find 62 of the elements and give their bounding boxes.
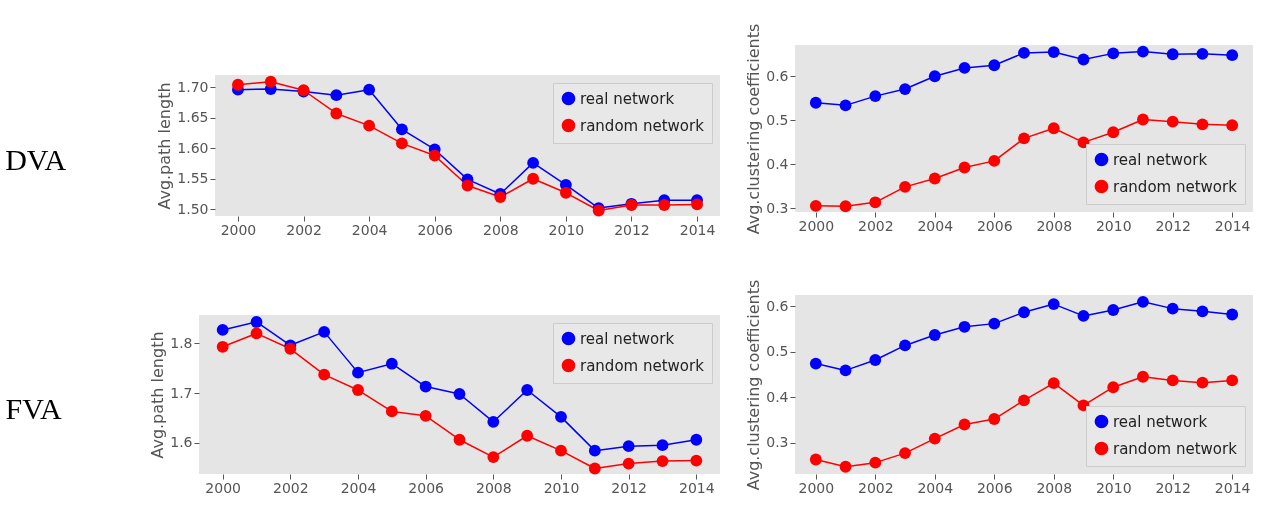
y-tick-label: 1.65 [177,109,209,126]
y-tick-label: 1.8 [170,334,193,351]
x-tick-label: 2012 [614,221,650,238]
x-tick-label: 2014 [1214,479,1251,496]
y-axis-title: Avg.clustering coefficients [744,23,764,235]
y-tick-label: 1.6 [170,434,193,451]
x-tick-label: 2010 [548,221,585,238]
x-tick-label: 2004 [917,479,954,496]
x-tick-label: 2002 [857,479,894,496]
x-tick-label: 2014 [1214,217,1251,234]
x-tick-label: 2002 [857,217,894,234]
x-tick-label: 2002 [286,221,322,238]
x-tick-label: 2014 [679,479,715,496]
y-tick-label: 0.6 [766,297,789,314]
legend-label: real network [580,89,675,108]
y-tick-label: 1.50 [177,200,209,217]
x-tick-label: 2004 [340,479,377,496]
x-tick-label: 2006 [976,217,1013,234]
y-tick-label: 1.70 [177,78,209,95]
y-tick-label: 0.4 [766,155,789,172]
x-tick-label: 2008 [1036,217,1073,234]
legend-label: real network [1113,412,1208,431]
x-tick-label: 2010 [1095,479,1132,496]
x-tick-label: 2008 [476,479,512,496]
x-tick-label: 2006 [976,479,1013,496]
x-tick-label: 2010 [543,479,580,496]
y-tick-label: 0.3 [766,434,789,451]
x-tick-label: 2008 [482,221,519,238]
legend-label: random network [1113,439,1238,458]
x-tick-label: 2008 [1036,479,1073,496]
legend-label: real network [580,329,675,348]
y-axis-title: Avg.clustering coefficients [744,279,764,491]
y-axis-title: Avg.path length [155,82,175,210]
x-tick-label: 2012 [1155,217,1192,234]
x-tick-label: 2000 [220,221,257,238]
y-tick-label: 0.5 [766,343,789,360]
y-tick-label: 0.3 [766,199,789,216]
legend-label: random network [1113,177,1238,196]
x-tick-label: 2012 [1155,479,1192,496]
x-tick-label: 2006 [408,479,445,496]
legend-label: random network [580,116,705,135]
x-tick-label: 2000 [798,479,835,496]
y-tick-label: 0.5 [766,111,789,128]
legend-label: random network [580,356,705,375]
x-tick-label: 2012 [611,479,647,496]
x-tick-label: 2004 [917,217,954,234]
y-tick-label: 0.6 [766,67,789,84]
y-tick-label: 0.4 [766,388,789,405]
x-tick-label: 2004 [351,221,388,238]
legend-label: real network [1113,150,1208,169]
text: FVA [5,391,62,425]
x-tick-label: 2000 [798,217,835,234]
y-axis-title: Avg.path length [148,331,168,459]
text: DVA [5,142,67,176]
y-tick-label: 1.60 [177,139,209,156]
x-tick-label: 2006 [417,221,454,238]
y-tick-label: 1.7 [170,384,193,401]
x-tick-label: 2010 [1095,217,1132,234]
x-tick-label: 2014 [679,221,716,238]
x-tick-label: 2002 [273,479,309,496]
x-tick-label: 2000 [205,479,241,496]
y-tick-label: 1.55 [177,170,209,187]
